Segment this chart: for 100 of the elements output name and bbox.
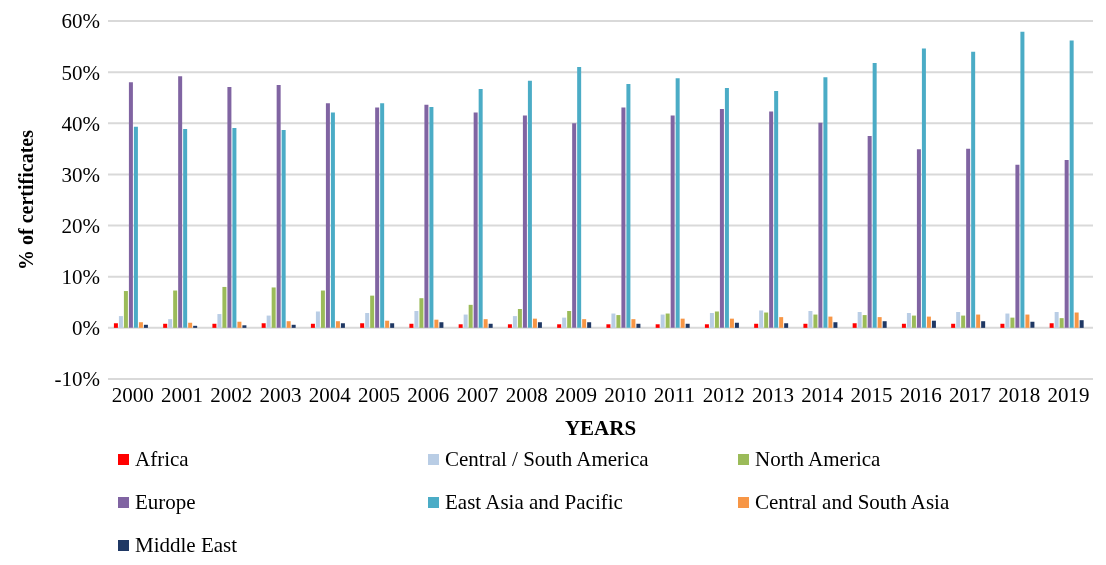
y-tick-label: 40% <box>61 111 100 136</box>
bar <box>385 320 390 328</box>
bar <box>680 318 685 328</box>
bar <box>291 324 296 328</box>
bar <box>611 313 616 328</box>
bar <box>872 62 877 328</box>
y-tick-label: 0% <box>72 316 100 341</box>
bar <box>976 314 981 328</box>
x-tick-label: 2016 <box>899 382 942 407</box>
bar <box>468 304 473 328</box>
bar <box>621 107 626 328</box>
bar <box>655 324 660 328</box>
bar <box>340 323 345 328</box>
x-tick-label: 2008 <box>505 382 548 407</box>
bar <box>512 316 517 328</box>
bar <box>517 308 522 328</box>
bar <box>370 295 375 328</box>
bar <box>320 290 325 328</box>
bar <box>143 324 148 328</box>
bar <box>813 314 818 328</box>
bar <box>754 323 759 328</box>
bar <box>951 323 956 328</box>
bar <box>961 315 966 328</box>
x-tick-label: 2004 <box>308 382 352 407</box>
bar <box>365 313 370 328</box>
y-tick-label: 30% <box>61 162 100 187</box>
bar <box>714 311 719 328</box>
bar <box>606 324 611 328</box>
bar <box>237 321 242 328</box>
legend-label: North America <box>755 447 881 472</box>
bar <box>360 323 365 328</box>
bar <box>118 316 123 328</box>
bar <box>138 322 143 328</box>
bar <box>1000 323 1005 328</box>
bar <box>458 324 463 328</box>
bar <box>1005 313 1010 328</box>
bar <box>178 76 183 328</box>
bar <box>882 321 887 328</box>
y-tick-label: 20% <box>61 214 100 239</box>
bar <box>310 323 315 328</box>
bar <box>222 286 227 328</box>
y-tick-label: 10% <box>61 265 100 290</box>
bar <box>971 51 976 328</box>
bar <box>626 83 631 328</box>
bar <box>133 126 138 328</box>
bar <box>315 311 320 328</box>
bar <box>483 319 488 328</box>
bar <box>380 103 385 328</box>
bar <box>616 315 621 328</box>
x-tick-label: 2001 <box>160 382 203 407</box>
bar <box>587 322 592 328</box>
bar <box>1054 312 1059 328</box>
bar <box>522 115 527 328</box>
x-tick-label: 2017 <box>948 382 991 407</box>
bar <box>1049 323 1054 328</box>
legend-label: Middle East <box>135 533 238 558</box>
x-tick-label: 2013 <box>751 382 794 407</box>
x-tick-label: 2010 <box>604 382 647 407</box>
bar <box>670 115 675 328</box>
bar <box>113 323 118 328</box>
bar <box>1030 321 1035 328</box>
y-tick-label: -10% <box>54 367 100 392</box>
bar <box>434 319 439 328</box>
bar <box>852 323 857 328</box>
x-tick-label: 2014 <box>801 382 844 407</box>
x-tick-label: 2011 <box>653 382 695 407</box>
bar <box>183 128 188 328</box>
bar <box>188 322 193 328</box>
bar <box>1069 40 1074 328</box>
bar <box>173 290 178 328</box>
x-tick-label: 2000 <box>111 382 154 407</box>
bar <box>1010 317 1015 328</box>
bar <box>414 310 419 328</box>
bar <box>261 323 266 328</box>
bar <box>665 313 670 328</box>
bar <box>439 322 444 328</box>
bar <box>774 91 779 328</box>
bar <box>956 312 961 328</box>
bar <box>375 107 380 328</box>
bar <box>764 312 769 328</box>
bar <box>424 104 429 328</box>
bar <box>877 317 882 328</box>
bar <box>577 67 582 328</box>
bar <box>833 322 838 328</box>
bar <box>390 323 395 328</box>
bar <box>419 298 424 328</box>
legend-label: East Asia and Pacific <box>445 490 623 515</box>
legend-label: Europe <box>135 490 196 515</box>
x-tick-label: 2005 <box>357 382 400 407</box>
bar <box>685 323 690 328</box>
x-tick-label: 2019 <box>1047 382 1090 407</box>
y-axis-title: % of certificates <box>15 129 38 270</box>
bar <box>921 48 926 328</box>
x-tick-label: 2018 <box>998 382 1041 407</box>
bar <box>193 325 198 328</box>
bar <box>828 316 833 328</box>
bar <box>759 310 764 328</box>
bar <box>507 324 512 328</box>
bar <box>473 112 478 328</box>
bar <box>981 321 986 328</box>
